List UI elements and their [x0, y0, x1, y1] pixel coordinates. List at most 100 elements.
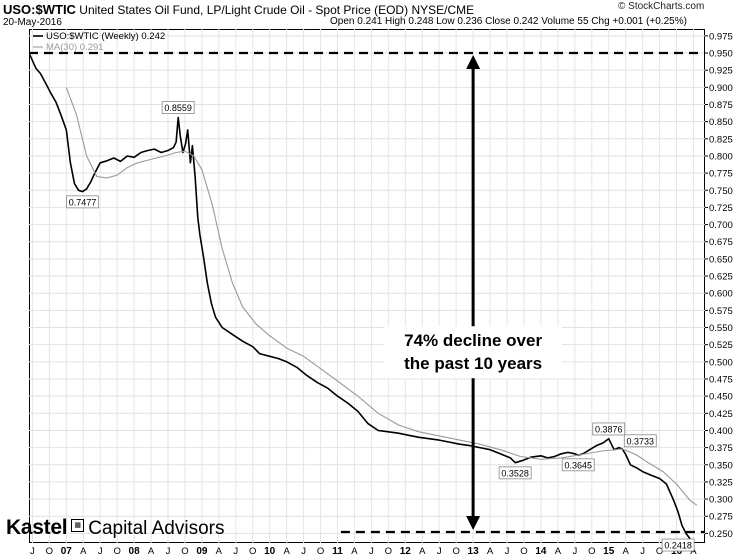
- x-tick-label: 09: [196, 546, 208, 557]
- x-tick-label: 10: [264, 546, 276, 557]
- logo-mark-icon: ▦: [71, 519, 85, 532]
- x-tick-label: A: [148, 546, 155, 557]
- x-tick-label: J: [166, 546, 171, 557]
- callout-text: 74% decline over: [404, 331, 542, 350]
- y-tick-label: 0.675: [709, 237, 733, 248]
- y-tick-label: 0.575: [709, 306, 733, 317]
- y-tick-label: 0.650: [709, 254, 733, 265]
- x-tick-label: J: [437, 546, 442, 557]
- x-tick-label: J: [505, 546, 510, 557]
- x-tick-label: O: [46, 546, 53, 557]
- x-tick-label: J: [233, 546, 238, 557]
- x-tick-label: A: [555, 546, 562, 557]
- y-tick-label: 0.275: [709, 512, 733, 523]
- y-tick-label: 0.525: [709, 340, 733, 351]
- x-tick-label: 08: [129, 546, 141, 557]
- x-tick-label: 15: [603, 546, 615, 557]
- annotation-box: [561, 458, 595, 472]
- annotation-label: 0.3733: [627, 436, 655, 446]
- y-tick-label: 0.875: [709, 100, 733, 111]
- x-tick-label: O: [520, 546, 527, 557]
- y-tick-label: 0.300: [709, 495, 733, 506]
- kastel-logo: Kastel ▦ Capital Advisors: [6, 516, 224, 540]
- ohlc-summary: Open 0.241 High 0.248 Low 0.236 Close 0.…: [330, 16, 687, 27]
- x-tick-label: A: [690, 546, 697, 557]
- y-tick-label: 0.325: [709, 477, 733, 488]
- y-tick-label: 0.950: [709, 49, 733, 60]
- x-tick-label: A: [351, 546, 358, 557]
- x-tick-label: A: [419, 546, 426, 557]
- annotation-box: [161, 101, 195, 114]
- x-tick-label: 14: [535, 546, 547, 557]
- callout-box: [384, 326, 563, 379]
- annotation-box: [66, 195, 99, 209]
- annotation-box: [623, 434, 657, 448]
- plot-frame: [29, 29, 705, 543]
- fund-description: United States Oil Fund, LP/Light Crude O…: [79, 3, 409, 17]
- x-tick-label: A: [622, 546, 629, 557]
- x-tick-label: O: [317, 546, 324, 557]
- chart-header-title: USO:$WTIC United States Oil Fund, LP/Lig…: [3, 2, 474, 17]
- y-tick-label: 0.350: [709, 460, 733, 471]
- x-tick-label: J: [98, 546, 103, 557]
- annotation-box: [592, 422, 626, 436]
- x-tick-label: O: [656, 546, 663, 557]
- stockcharts-credit: © StockCharts.com: [618, 1, 705, 12]
- y-tick-label: 0.925: [709, 66, 733, 77]
- x-tick-label: O: [113, 546, 120, 557]
- x-tick-label: 11: [332, 546, 343, 557]
- ticker-symbol: USO:$WTIC: [3, 2, 76, 17]
- y-tick-label: 0.400: [709, 426, 733, 437]
- y-tick-label: 0.850: [709, 117, 733, 128]
- logo-brand: Kastel: [6, 516, 68, 539]
- moving-average-line: [65, 87, 698, 506]
- x-tick-label: O: [452, 546, 459, 557]
- x-tick-label: 13: [468, 546, 480, 557]
- y-tick-label: 0.600: [709, 289, 733, 300]
- y-tick-label: 0.250: [709, 529, 733, 540]
- x-tick-label: 07: [61, 546, 73, 557]
- y-tick-label: 0.750: [709, 186, 733, 197]
- annotation-label: 0.8559: [164, 103, 192, 113]
- y-tick-label: 0.725: [709, 203, 733, 214]
- annotation-label: 0.7477: [69, 197, 97, 207]
- x-tick-label: J: [369, 546, 374, 557]
- annotation-box: [498, 466, 532, 480]
- x-tick-label: J: [301, 546, 306, 557]
- y-tick-label: 0.500: [709, 357, 733, 368]
- y-tick-label: 0.375: [709, 443, 733, 454]
- y-tick-label: 0.425: [709, 409, 733, 420]
- y-tick-label: 0.800: [709, 151, 733, 162]
- y-tick-label: 0.450: [709, 392, 733, 403]
- legend-label: MA(30) 0.291: [46, 42, 104, 53]
- x-tick-label: J: [30, 546, 35, 557]
- annotation-label: 0.3528: [501, 468, 529, 478]
- decline-arrow-head-bottom: [466, 516, 481, 531]
- x-tick-label: J: [640, 546, 645, 557]
- x-tick-label: A: [216, 546, 223, 557]
- x-tick-label: O: [385, 546, 392, 557]
- annotation-label: 0.3645: [564, 460, 592, 470]
- x-tick-label: A: [80, 546, 87, 557]
- annotation-label: 0.2418: [664, 541, 692, 551]
- x-tick-label: 16: [671, 546, 683, 557]
- y-tick-label: 0.775: [709, 169, 733, 180]
- annotation-label: 0.3876: [595, 424, 623, 434]
- exchange-label: NYSE/CME: [411, 3, 475, 17]
- logo-tagline: Capital Advisors: [88, 518, 225, 539]
- y-tick-label: 0.475: [709, 374, 733, 385]
- x-tick-label: A: [283, 546, 290, 557]
- y-tick-label: 0.700: [709, 220, 733, 231]
- x-tick-label: 12: [400, 546, 412, 557]
- y-tick-label: 0.550: [709, 323, 733, 334]
- chart-date: 20-May-2016: [3, 17, 62, 28]
- x-tick-label: O: [181, 546, 188, 557]
- x-tick-label: J: [572, 546, 577, 557]
- callout-text: the past 10 years: [404, 354, 542, 373]
- y-tick-label: 0.900: [709, 83, 733, 94]
- y-tick-label: 0.625: [709, 272, 733, 283]
- annotation-box: [661, 538, 695, 552]
- y-tick-label: 0.825: [709, 134, 733, 145]
- legend-label: USO:$WTIC (Weekly) 0.242: [46, 31, 165, 42]
